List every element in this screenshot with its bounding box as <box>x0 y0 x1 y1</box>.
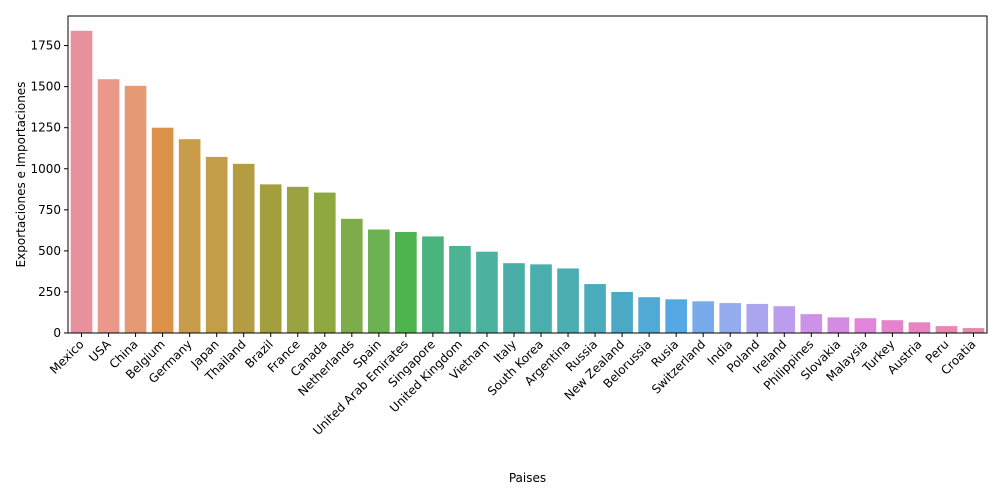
x-axis-label: Paises <box>509 471 546 485</box>
bar-peru <box>935 326 958 333</box>
bar-usa <box>97 79 120 333</box>
bar-netherlands <box>340 218 363 333</box>
plot-area-frame <box>67 15 988 334</box>
bar-turkey <box>881 320 904 333</box>
bar-croatia <box>962 328 985 333</box>
bar-japan <box>205 156 228 333</box>
bar-singapore <box>422 236 444 333</box>
bar-thailand <box>232 163 255 333</box>
y-tick-label: 750 <box>38 203 61 217</box>
bar-argentina <box>557 268 579 333</box>
bar-brazil <box>259 184 282 333</box>
x-tick-label: Mexico <box>47 337 87 377</box>
bar-france <box>286 186 309 333</box>
bar-italy <box>503 263 525 333</box>
y-tick-label: 250 <box>38 285 61 299</box>
bar-russia <box>584 284 606 333</box>
bar-spain <box>368 229 390 333</box>
bar-vietnam <box>476 251 498 333</box>
bar-poland <box>746 303 769 333</box>
y-tick-label: 1000 <box>30 162 61 176</box>
bar-rusia <box>665 299 687 333</box>
bar-philippines <box>800 314 823 333</box>
y-tick-label: 1500 <box>30 80 61 94</box>
bar-ireland <box>773 306 796 333</box>
y-axis: 0 250 500 750 1000 1250 1500 1750 <box>30 39 68 340</box>
y-tick-label: 500 <box>38 244 61 258</box>
bar-new-zealand <box>611 291 633 333</box>
bars-group <box>70 30 985 334</box>
bar-india <box>719 303 742 333</box>
y-tick-label: 1750 <box>30 39 61 53</box>
bar-belorussia <box>638 297 660 333</box>
bar-malaysia <box>854 318 877 333</box>
bar-mexico <box>70 30 93 334</box>
bar-slovakia <box>827 317 850 333</box>
bar-united-arab-emirates <box>395 231 417 333</box>
bar-south-korea <box>530 264 552 333</box>
bar-switzerland <box>692 301 715 333</box>
bar-united-kingdom <box>449 245 471 333</box>
x-axis: Mexico USAChinaBelgiumGermanyJapanThailan… <box>47 333 979 438</box>
bar-belgium <box>151 127 174 333</box>
y-tick-label: 1250 <box>30 121 61 135</box>
bar-austria <box>908 322 931 333</box>
bar-canada <box>313 192 336 333</box>
y-axis-label: Exportaciones e Importaciones <box>14 82 28 268</box>
bar-china <box>124 85 147 334</box>
bar-germany <box>178 139 201 333</box>
y-tick-label: 0 <box>53 326 61 340</box>
